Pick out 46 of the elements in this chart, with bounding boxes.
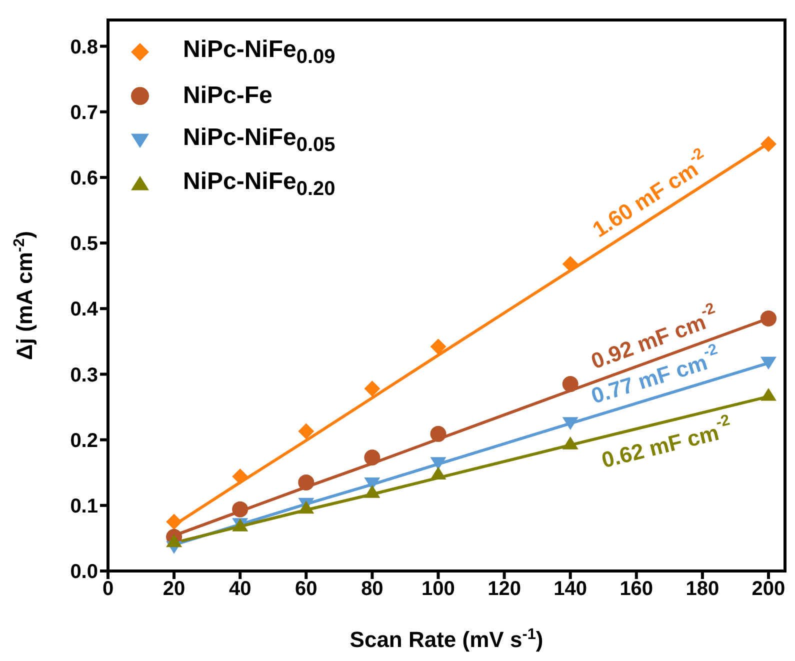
point	[364, 485, 380, 498]
point	[364, 450, 380, 466]
y-tick-label: 0.2	[70, 430, 98, 452]
y-tick-label: 0.0	[70, 561, 98, 584]
x-axis-title: Scan Rate (mV s$^{-1}$)	[350, 626, 544, 652]
point	[430, 338, 446, 355]
x-tick-label: 20	[162, 578, 186, 600]
point	[430, 457, 446, 470]
point	[562, 417, 578, 430]
x-tick-label: 80	[361, 578, 384, 600]
point	[232, 501, 248, 518]
x-tick-label: 120	[488, 578, 521, 600]
y-tick-label: 0.7	[70, 102, 98, 124]
y-tick-label: 0.1	[70, 496, 98, 518]
x-tick-label: 60	[295, 578, 318, 600]
point	[562, 376, 578, 392]
point	[166, 514, 182, 530]
point	[298, 500, 314, 514]
y-tick-label: 0.6	[70, 168, 98, 190]
x-tick-label: 140	[554, 578, 588, 600]
point	[166, 534, 182, 548]
x-tick-label: 160	[620, 578, 654, 600]
x-tick-label: 180	[686, 578, 720, 600]
legend-label: NiPc-Fe	[183, 82, 272, 110]
x-tick-label: 0	[102, 578, 114, 600]
point	[760, 310, 776, 326]
y-tick-label: 0.4	[70, 298, 99, 321]
point	[760, 356, 776, 370]
point	[562, 436, 578, 450]
point	[430, 426, 446, 442]
x-tick-label: 40	[228, 578, 252, 600]
y-tick-label: 0.8	[70, 36, 98, 58]
point	[760, 136, 776, 152]
point	[298, 474, 314, 490]
point	[430, 466, 446, 480]
x-tick-label: 100	[422, 578, 455, 600]
legend-label: NiPc-NiFe$_{0.20}$	[183, 168, 336, 200]
legend-label: NiPc-NiFe$_{0.05}$	[183, 124, 336, 156]
point	[760, 388, 776, 401]
y-tick-label: 0.5	[70, 233, 98, 256]
point	[364, 380, 380, 397]
x-tick-label: 200	[752, 578, 786, 600]
point	[232, 468, 248, 485]
legend-label: NiPc-NiFe$_{0.09}$	[183, 36, 336, 68]
point	[298, 423, 314, 440]
y-tick-label: 0.3	[70, 364, 98, 386]
